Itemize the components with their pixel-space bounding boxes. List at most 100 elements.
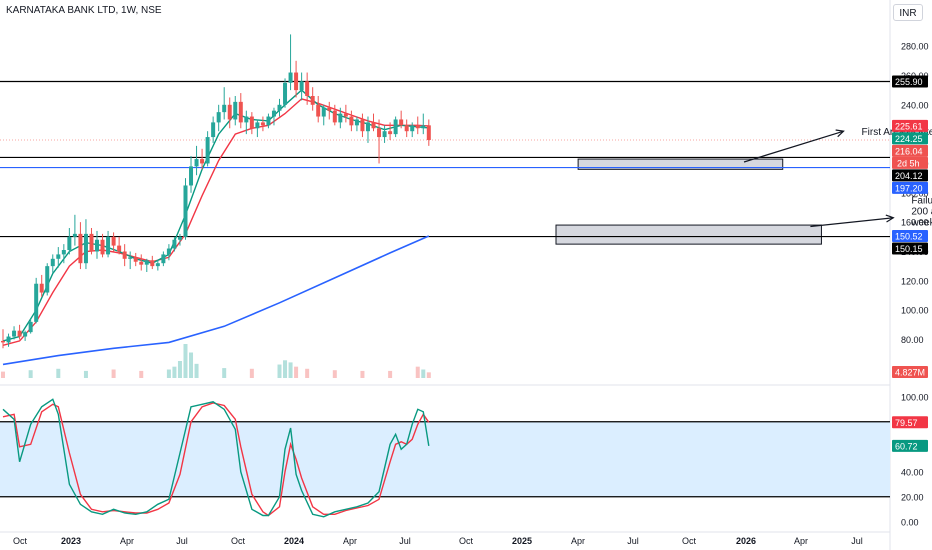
ema-slow-line [2, 98, 429, 346]
stoch-k-line [2, 398, 430, 518]
candle-body [61, 250, 66, 255]
candle-body [249, 116, 254, 129]
stoch-k-badge-bg [892, 439, 928, 452]
level-badge-bg [892, 181, 928, 194]
chart-title: KARNATAKA BANK LTD, 1W, NSE [6, 5, 162, 16]
candle-body [161, 254, 166, 264]
candle-body [294, 72, 299, 91]
time-tick-label: 2025 [512, 536, 532, 546]
candle-body [371, 122, 376, 129]
candle-body [45, 266, 50, 293]
candle-body [360, 119, 365, 132]
candle-body [283, 82, 288, 105]
last-price-badge: 216.04 [895, 146, 923, 156]
candle-body [327, 107, 332, 111]
candle-body [17, 330, 22, 337]
candle-body [332, 110, 337, 123]
candle-body [222, 104, 227, 113]
candle-body [305, 81, 310, 96]
candle-body [200, 159, 205, 164]
candle-body [377, 128, 382, 138]
countdown-bg [892, 156, 928, 169]
stoch-d-line [2, 402, 430, 517]
candle-body [150, 260, 155, 267]
time-tick-label: Jul [851, 536, 863, 546]
time-tick-label: 2024 [284, 536, 304, 546]
candle-body [338, 113, 343, 123]
volume-bar [294, 366, 299, 378]
stoch-tick-label: 0.00 [901, 517, 919, 527]
ema-fast-badge-bg [892, 132, 928, 145]
price-tick-label: 280.00 [901, 42, 929, 52]
candle-body [365, 122, 370, 132]
time-tick-label: Apr [794, 536, 808, 546]
price-tick-label: 80.00 [901, 335, 924, 345]
candle-body [67, 236, 72, 250]
volume-bar [194, 363, 199, 378]
candle-body [271, 110, 276, 117]
volume-bar [111, 369, 116, 378]
level-badge-bg [892, 75, 928, 88]
annotation-text: weekly [910, 218, 932, 229]
candle-body [12, 330, 17, 337]
candle-body [1, 340, 5, 343]
level-badge: 150.15 [895, 244, 923, 254]
candles [1, 34, 431, 349]
candle-body [227, 104, 232, 120]
time-tick-label: Apr [343, 536, 357, 546]
zone-box [555, 224, 822, 245]
candle-body [321, 107, 326, 117]
stoch-tick-label: 100.00 [901, 392, 929, 402]
volume-bar [288, 362, 293, 378]
volume-bar [56, 368, 61, 378]
currency-button[interactable]: INR [893, 4, 923, 21]
candle-body [244, 116, 249, 123]
volume-bar [1, 371, 5, 378]
volume-bar [177, 361, 182, 378]
candle-body [233, 101, 238, 120]
volume-bar [83, 370, 88, 378]
candle-body [172, 239, 177, 249]
candle-body [349, 116, 354, 126]
candle-body [183, 185, 188, 237]
stoch-tick-label: 20.00 [901, 492, 924, 502]
time-tick-label: Jul [399, 536, 411, 546]
candle-body [404, 125, 409, 132]
volume-bar [360, 370, 365, 378]
candle-body [28, 321, 33, 333]
stoch-d-badge: 79.57 [895, 418, 918, 428]
ema-200-badge: 150.52 [895, 232, 923, 242]
candle-body [194, 159, 199, 167]
time-tick-label: 2026 [736, 536, 756, 546]
candle-body [6, 336, 11, 343]
ema-200-line [2, 235, 430, 366]
ema-fast-line [2, 89, 429, 342]
candle-body [410, 125, 415, 132]
time-tick-label: Oct [13, 536, 28, 546]
volume-bar [426, 372, 431, 378]
zones [555, 158, 822, 245]
horizontal-lines [0, 80, 890, 238]
time-tick-label: 2023 [61, 536, 81, 546]
candle-body [399, 119, 404, 126]
volume-bars [1, 344, 431, 378]
volume-bar [421, 369, 426, 378]
candle-body [255, 122, 260, 129]
stochastic-pane [0, 398, 890, 518]
candle-body [205, 137, 210, 164]
volume-bar [332, 370, 337, 378]
volume-bar [166, 369, 171, 378]
candle-body [23, 332, 28, 337]
annotation-arrow-head [835, 129, 845, 138]
annotation-arrow-head [885, 214, 895, 223]
ema-lines [2, 89, 430, 366]
volume-bar [415, 366, 420, 378]
candle-body [117, 245, 122, 252]
annotation-arrow [743, 130, 844, 163]
annotation-text: Failure to hold and close above [911, 196, 932, 207]
candle-body [299, 81, 304, 91]
time-tick-label: Apr [120, 536, 134, 546]
time-tick-label: Oct [459, 536, 474, 546]
price-tick-label: 100.00 [901, 306, 929, 316]
